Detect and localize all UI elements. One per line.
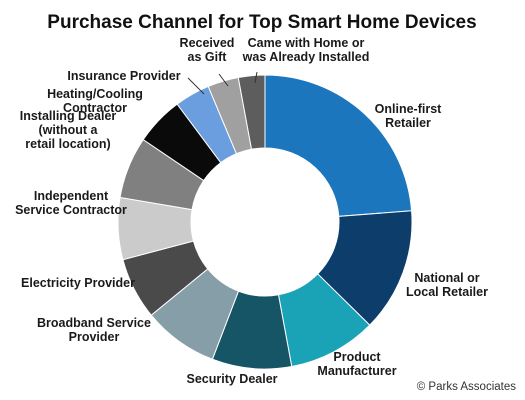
label-line: (without a	[38, 123, 98, 137]
credit-text: © Parks Associates	[417, 381, 516, 393]
label-line: Retailer	[385, 116, 431, 130]
slice-labels: Online-first Retailer National or Local Ret…	[15, 36, 488, 386]
label-line: Received	[180, 36, 235, 50]
slice-online-first-retailer	[264, 74, 413, 217]
label-security-dealer: Security Dealer	[186, 372, 277, 386]
chart-title: Purchase Channel for Top Smart Home Devi…	[47, 12, 476, 33]
label-line: Local Retailer	[406, 285, 488, 299]
label-line: Came with Home or	[248, 36, 365, 50]
leader-line-received-as-gift	[218, 73, 229, 87]
label-line: National or	[414, 271, 479, 285]
label-line: Service Contractor	[15, 203, 127, 217]
label-line: Product	[333, 350, 381, 364]
label-line: was Already Installed	[242, 50, 370, 64]
slice-came-with-home-or-was-already-installed	[237, 74, 266, 150]
label-line: Heating/Cooling	[47, 87, 143, 101]
label-independent-service-contractor: Independent Service Contractor	[15, 189, 127, 217]
leader-lines	[187, 71, 258, 95]
label-national-or-local-retailer: National or Local Retailer	[406, 271, 488, 299]
label-line: Provider	[69, 330, 120, 344]
label-line: Independent	[34, 189, 109, 203]
label-line: Online-first	[375, 102, 443, 116]
label-heating-cooling-contractor: Heating/Cooling Contractor	[47, 87, 143, 115]
label-came-with-home-or-was-already-installed: Came with Home or was Already Installed	[242, 36, 370, 64]
leader-line-insurance-provider	[187, 77, 205, 95]
label-electricity-provider: Electricity Provider	[21, 276, 135, 290]
label-line: Broadband Service	[37, 316, 151, 330]
label-installing-dealer-without-a-retail-location: Installing Dealer (without a retail locati…	[20, 109, 117, 151]
label-line: Manufacturer	[317, 364, 396, 378]
donut-slices	[117, 74, 413, 370]
label-line: retail location)	[25, 137, 110, 151]
label-product-manufacturer: Product Manufacturer	[317, 350, 396, 378]
label-line: Security Dealer	[186, 372, 277, 386]
label-broadband-service-provider: Broadband Service Provider	[37, 316, 151, 344]
label-line: Installing Dealer	[20, 109, 117, 123]
label-received-as-gift: Received as Gift	[180, 36, 235, 64]
label-line: Insurance Provider	[67, 69, 180, 83]
leader-line-came-with-home-or-was-already-installed	[254, 71, 258, 84]
label-line: Electricity Provider	[21, 276, 135, 290]
label-line: as Gift	[188, 50, 228, 64]
label-insurance-provider: Insurance Provider	[67, 69, 180, 83]
label-online-first-retailer: Online-first Retailer	[375, 102, 443, 130]
label-line: Contractor	[63, 101, 127, 115]
